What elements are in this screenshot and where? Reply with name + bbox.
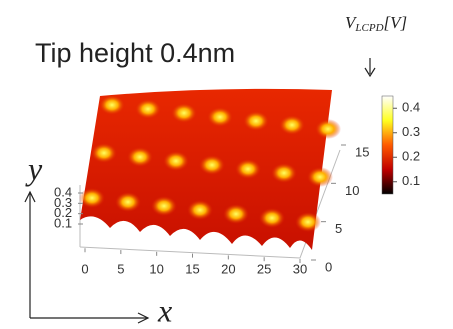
y-tick-label: 5 bbox=[335, 221, 342, 236]
colorbar bbox=[381, 95, 394, 195]
z-tick-label: 0.1 bbox=[54, 215, 72, 230]
surface-peak bbox=[243, 111, 269, 131]
x-tick-label: 5 bbox=[117, 261, 124, 276]
z-tick-label: 0.3 bbox=[54, 195, 72, 210]
surface-peak bbox=[135, 99, 161, 119]
x-axis-label: x bbox=[157, 292, 172, 328]
surface-peak bbox=[235, 159, 261, 179]
surface-peak bbox=[163, 151, 189, 171]
surface-peak bbox=[279, 115, 305, 135]
colorbar-label-unit: [V] bbox=[384, 13, 408, 32]
surface-peak bbox=[91, 143, 117, 163]
y-tick-label: 10 bbox=[345, 183, 359, 198]
surface-peak bbox=[271, 163, 297, 183]
y-tick-label: 0 bbox=[325, 259, 332, 274]
surface-peak bbox=[115, 192, 141, 212]
surface bbox=[79, 88, 341, 250]
colorbar-tick-label: 0.2 bbox=[402, 149, 420, 164]
z-tick-label: 0.2 bbox=[54, 205, 72, 220]
colorbar-tick-label: 0.4 bbox=[402, 100, 420, 115]
x-tick-label: 20 bbox=[221, 261, 235, 276]
colorbar-tick-label: 0.1 bbox=[402, 173, 420, 188]
y-tick-label: 15 bbox=[355, 144, 369, 159]
surface-peak bbox=[151, 196, 177, 216]
surface-peak bbox=[127, 147, 153, 167]
colorbar-tick-label: 0.3 bbox=[402, 124, 420, 139]
x-tick-label: 10 bbox=[149, 261, 163, 276]
surface-peak bbox=[295, 212, 321, 232]
surface-peak bbox=[259, 208, 285, 228]
surface-peak bbox=[315, 119, 341, 139]
z-tick-label: 0.4 bbox=[54, 184, 72, 199]
colorbar-label-symbol: V bbox=[345, 13, 358, 32]
y-axis-label: y bbox=[25, 150, 43, 186]
chart-title: Tip height 0.4nm bbox=[35, 38, 235, 68]
colorbar-label: VLCPD[V] bbox=[345, 13, 407, 34]
axis-arrows bbox=[24, 58, 376, 324]
surface-peak bbox=[187, 200, 213, 220]
x-tick-label: 15 bbox=[185, 261, 199, 276]
x-tick-label: 30 bbox=[293, 261, 307, 276]
surface-peak bbox=[199, 155, 225, 175]
surface-peak bbox=[207, 107, 233, 127]
x-tick-label: 25 bbox=[257, 261, 271, 276]
surface-peak bbox=[79, 188, 105, 208]
surface-peak bbox=[307, 167, 333, 187]
surface-peak bbox=[171, 103, 197, 123]
x-tick-label: 0 bbox=[81, 261, 88, 276]
colorbar-label-subscript: LCPD bbox=[354, 22, 383, 34]
surface-peak bbox=[99, 95, 125, 115]
surface-peak bbox=[223, 204, 249, 224]
